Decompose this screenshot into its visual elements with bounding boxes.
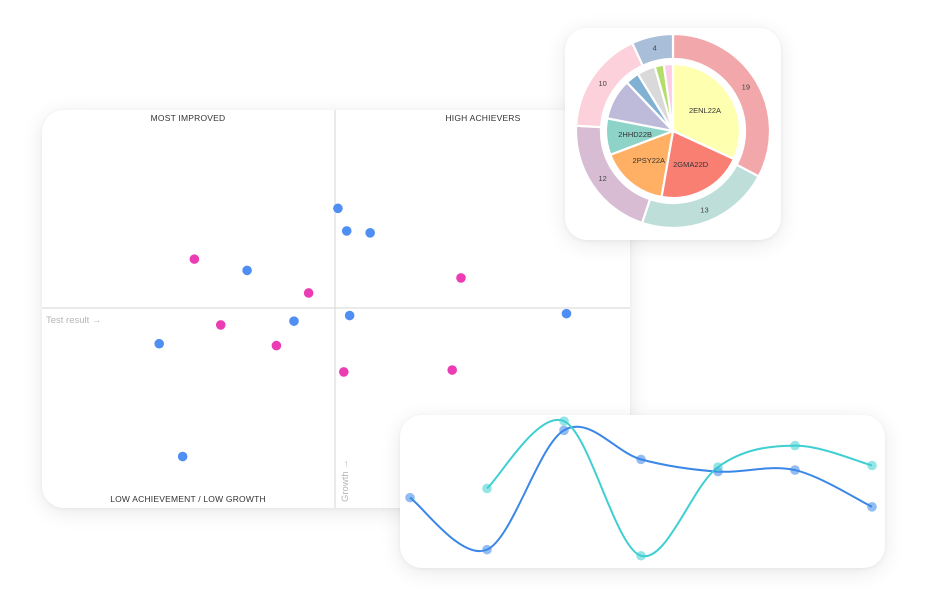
line-point-1-2	[636, 550, 646, 561]
line-series-points	[405, 416, 877, 561]
line-chart	[405, 416, 877, 561]
line-point-1-0	[482, 483, 492, 494]
nested-pie-chart: 19 13 12 10 4 2ENL22A 2GMA22D 2PSY22A 2HHD22B	[574, 32, 772, 230]
inner-slice-label-3: 2HHD22B	[618, 130, 652, 139]
inner-slice-0	[671, 62, 742, 161]
line-series-paths	[409, 418, 873, 557]
line-point-1-1	[559, 416, 569, 426]
line-point-0-1	[482, 544, 492, 555]
inner-slice-label-0: 2ENL22A	[689, 106, 721, 115]
line-point-1-5	[867, 460, 877, 471]
scatter-point-0-6	[154, 338, 164, 349]
quadrant-label-most-improved: MOST IMPROVED	[151, 113, 226, 123]
pie-inner-ring	[604, 62, 742, 200]
scatter-point-1-0	[189, 254, 200, 264]
scatter-point-1-1	[303, 288, 314, 298]
line-point-1-3	[713, 462, 723, 472]
scatter-point-0-1	[341, 226, 352, 236]
y-axis-label: Growth →	[340, 459, 351, 502]
pie-labels: 19 13 12 10 4 2ENL22A 2GMA22D 2PSY22A 2HHD22B	[598, 43, 750, 214]
outer-slice-4	[630, 32, 675, 68]
x-axis-label: Test result →	[46, 315, 101, 326]
scatter-point-0-5	[344, 310, 355, 321]
outer-slice-label-2: 12	[598, 174, 606, 183]
quadrant-label-high-achievers: HIGH ACHIEVERS	[445, 113, 520, 123]
scatter-point-1-5	[338, 367, 349, 377]
scatter-point-0-7	[561, 308, 572, 319]
outer-slice-label-1: 13	[700, 205, 708, 214]
line-point-0-3	[636, 454, 646, 465]
scatter-point-1-3	[215, 320, 226, 330]
scatter-points	[154, 203, 572, 462]
line-point-0-5	[790, 465, 800, 475]
line-point-0-6	[867, 502, 877, 512]
scatter-point-1-2	[456, 273, 466, 283]
inner-slice-label-2: 2PSY22A	[633, 156, 666, 165]
scatter-point-0-3	[242, 265, 252, 276]
pie-outer-ring	[574, 32, 772, 230]
line-point-0-0	[405, 492, 415, 503]
line-point-1-4	[790, 440, 800, 451]
outer-slice-label-4: 4	[653, 43, 657, 52]
inner-slice-8	[662, 62, 675, 132]
inner-slice-1	[660, 129, 736, 200]
inner-slice-label-1: 2GMA22D	[673, 160, 709, 169]
quadrant-scatter-chart: MOST IMPROVED HIGH ACHIEVERS LOW ACHIEVE…	[42, 110, 630, 508]
scatter-point-0-8	[177, 451, 188, 462]
quadrant-label-low-growth: LOW ACHIEVEMENT / LOW GROWTH	[110, 494, 266, 504]
scatter-point-1-6	[447, 365, 458, 375]
outer-slice-label-3: 10	[598, 79, 606, 88]
scatter-point-1-4	[271, 340, 282, 351]
line-series-1	[486, 418, 873, 557]
line-chart-card	[400, 415, 885, 568]
outer-slice-label-0: 19	[742, 83, 750, 92]
scatter-point-0-4	[289, 316, 299, 326]
line-point-0-2	[559, 425, 569, 436]
inner-slice-2	[608, 129, 675, 199]
nested-pie-card: 19 13 12 10 4 2ENL22A 2GMA22D 2PSY22A 2HHD22B	[565, 28, 781, 240]
scatter-point-0-2	[365, 228, 375, 238]
scatter-point-0-0	[333, 203, 343, 214]
quadrant-scatter-card: MOST IMPROVED HIGH ACHIEVERS LOW ACHIEVE…	[42, 110, 630, 508]
